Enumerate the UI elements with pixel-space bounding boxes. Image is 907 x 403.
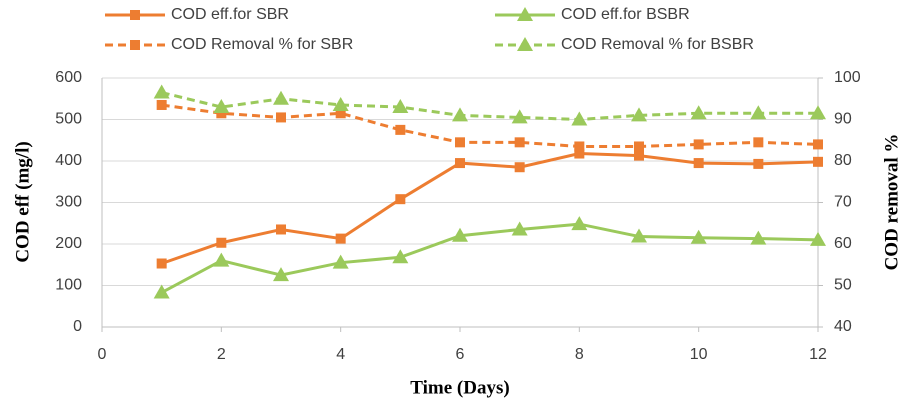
data-point: [213, 252, 230, 267]
data-point: [753, 137, 764, 148]
data-point: [156, 99, 167, 110]
x-tick-label: 8: [575, 346, 584, 363]
data-point: [273, 267, 289, 282]
data-point: [690, 229, 707, 244]
data-point: [332, 254, 349, 269]
data-point: [631, 228, 647, 243]
data-point: [810, 231, 826, 246]
series-line: [160, 222, 819, 294]
data-point: [156, 258, 167, 269]
y-axis-title: COD eff (mg/l): [12, 141, 33, 262]
legend-text: COD Removal % for BSBR: [561, 36, 754, 53]
data-point: [276, 224, 286, 235]
legend-marker: [130, 10, 140, 20]
x-tick-label: 2: [217, 346, 226, 363]
data-point: [574, 141, 585, 152]
data-point: [813, 156, 823, 167]
legend-marker: [517, 7, 533, 21]
data-point: [216, 237, 227, 248]
data-point: [514, 162, 525, 173]
legend-marker: [517, 37, 533, 51]
y2-tick-label: 40: [834, 318, 852, 335]
data-point: [153, 84, 170, 99]
data-point: [571, 111, 588, 126]
y2-tick-label: 100: [834, 69, 861, 86]
data-point: [813, 139, 823, 150]
data-point: [631, 107, 647, 122]
data-point: [332, 96, 349, 111]
y-tick-label: 500: [55, 111, 82, 128]
data-point: [452, 227, 468, 242]
y-tick-label: 100: [55, 277, 82, 294]
legend-text: COD eff.for BSBR: [561, 6, 690, 23]
x-tick-label: 4: [336, 346, 345, 363]
data-point: [750, 230, 767, 245]
data-point: [634, 150, 644, 161]
y2-tick-label: 60: [834, 235, 852, 252]
x-tick-label: 6: [456, 346, 465, 363]
series-line: [161, 91, 818, 122]
y-tick-label: 300: [55, 194, 82, 211]
data-point: [693, 139, 704, 150]
data-point: [693, 158, 704, 169]
data-point: [276, 112, 286, 123]
y-tick-label: 400: [55, 152, 82, 169]
data-point: [511, 221, 528, 236]
data-point: [750, 105, 767, 120]
data-point: [392, 99, 409, 114]
data-point: [392, 249, 409, 264]
x-tick-label: 0: [98, 346, 107, 363]
y-tick-label: 200: [55, 235, 82, 252]
legend-marker: [130, 40, 140, 50]
data-point: [452, 107, 468, 122]
data-point: [273, 90, 289, 105]
y-tick-label: 600: [55, 69, 82, 86]
y2-tick-label: 70: [834, 194, 852, 211]
data-point: [153, 284, 170, 299]
series-line: [161, 152, 819, 265]
y2-tick-label: 50: [834, 277, 852, 294]
series-line: [161, 103, 819, 148]
x-axis-title: Time (Days): [410, 377, 509, 398]
data-point: [753, 158, 764, 169]
legend-text: COD Removal % for SBR: [171, 36, 353, 53]
data-point: [571, 216, 588, 231]
y-tick-label: 0: [73, 318, 82, 335]
data-point: [395, 124, 406, 135]
data-point: [395, 194, 406, 205]
y2-axis-title: COD removal %: [881, 134, 902, 271]
data-point: [455, 137, 465, 148]
data-point: [634, 141, 644, 152]
data-point: [335, 108, 346, 119]
x-tick-label: 12: [809, 346, 827, 363]
legend-text: COD eff.for SBR: [171, 6, 289, 23]
data-point: [690, 105, 707, 120]
data-point: [810, 105, 826, 120]
y2-tick-label: 90: [834, 111, 852, 128]
data-point: [216, 108, 227, 119]
data-point: [335, 233, 346, 244]
data-point: [455, 158, 465, 169]
x-tick-label: 10: [690, 346, 708, 363]
data-point: [213, 99, 230, 114]
data-point: [514, 137, 525, 148]
data-point: [574, 148, 585, 159]
y2-tick-label: 80: [834, 152, 852, 169]
data-point: [511, 109, 528, 124]
